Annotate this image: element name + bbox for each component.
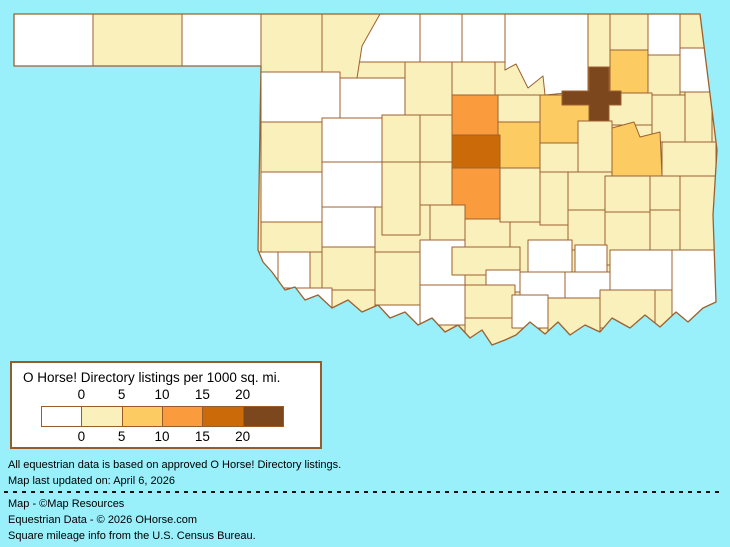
county-ellis: [260, 121, 323, 173]
legend-swatch-1: [81, 406, 123, 427]
county-okmulgee: [577, 120, 613, 173]
legend-tick-10: 10: [154, 387, 170, 402]
credit-map: Map - ©Map Resources: [8, 498, 125, 510]
county-beaver: [181, 14, 262, 67]
county-haskell: [649, 175, 681, 211]
county-tulsa: [561, 66, 622, 122]
legend-swatch-0: [41, 406, 83, 427]
county-carter: [464, 284, 516, 319]
legend-tick-10: 10: [154, 429, 170, 444]
credit-square-mileage: Square mileage info from the U.S. Census…: [8, 530, 256, 542]
county-washita: [321, 206, 376, 248]
county-marshall: [511, 294, 549, 329]
county-payne: [497, 94, 546, 123]
county-woodward: [260, 71, 341, 123]
county-johnston: [519, 271, 566, 299]
legend-swatch-3: [161, 406, 204, 427]
county-grant: [419, 14, 463, 63]
county-pushmataha: [609, 249, 673, 291]
county-craig: [647, 14, 681, 56]
legend-tick-20: 20: [235, 429, 251, 444]
legend-tick-5: 5: [117, 387, 126, 402]
county-kingfisher: [419, 114, 453, 163]
county-latimer: [649, 209, 681, 251]
county-pottawatomie: [499, 167, 541, 223]
county-hughes: [567, 209, 606, 251]
note-last-updated: Map last updated on: April 6, 2026: [8, 475, 175, 487]
county-mcintosh: [604, 175, 651, 213]
legend-tick-0: 0: [77, 429, 86, 444]
county-noble: [451, 61, 496, 96]
county-grady: [429, 204, 466, 241]
county-harmon: [253, 251, 279, 303]
county-kiowa: [321, 246, 376, 291]
county-jackson: [271, 287, 333, 331]
legend-title: O Horse! Directory listings per 1000 sq.…: [23, 370, 281, 385]
dashed-divider: [4, 491, 722, 493]
county-pontotoc: [527, 239, 573, 273]
legend-swatch-5: [242, 406, 284, 427]
county-custer: [321, 161, 383, 208]
credit-equestrian-data: Equestrian Data - © 2026 OHorse.com: [8, 514, 198, 526]
county-major: [339, 77, 406, 119]
county-adair: [684, 91, 713, 143]
county-roger-mills: [260, 171, 323, 223]
county-okfuskee: [539, 142, 579, 173]
legend-swatch-4: [202, 406, 244, 427]
county-caddo: [381, 161, 421, 236]
county-mccurtain: [671, 249, 717, 336]
county-mayes: [647, 54, 681, 96]
legend-box: O Horse! Directory listings per 1000 sq.…: [10, 361, 322, 449]
county-jefferson: [419, 284, 469, 326]
legend-color-ramp: [41, 406, 284, 427]
county-bryan: [547, 297, 601, 336]
county-rogers: [609, 49, 649, 94]
county-logan: [451, 94, 499, 136]
county-oklahoma: [451, 134, 501, 169]
legend-swatch-2: [121, 406, 163, 427]
county-kay: [461, 14, 508, 63]
county-cimarron: [14, 14, 94, 67]
county-woods: [321, 14, 381, 79]
legend-tick-0: 0: [77, 387, 86, 402]
state-outline: [13, 13, 718, 346]
county-canadian: [419, 161, 453, 206]
note-data-source: All equestrian data is based on approved…: [8, 459, 342, 471]
county-garfield: [404, 61, 453, 116]
county-lincoln: [497, 121, 541, 169]
county-beckham: [260, 221, 323, 253]
county-texas: [92, 14, 183, 67]
oklahoma-choropleth-map: [13, 13, 718, 346]
county-washington: [587, 14, 611, 71]
legend-tick-15: 15: [194, 387, 210, 402]
county-dewey: [321, 117, 383, 163]
legend-tick-5: 5: [117, 429, 126, 444]
county-sequoyah: [661, 141, 717, 177]
county-le-flore: [679, 175, 717, 256]
county-blaine: [381, 114, 421, 163]
county-nowata: [609, 14, 649, 56]
county-seminole: [539, 171, 569, 226]
county-harper: [260, 14, 323, 73]
legend-tick-15: 15: [194, 429, 210, 444]
legend-tick-20: 20: [235, 387, 251, 402]
